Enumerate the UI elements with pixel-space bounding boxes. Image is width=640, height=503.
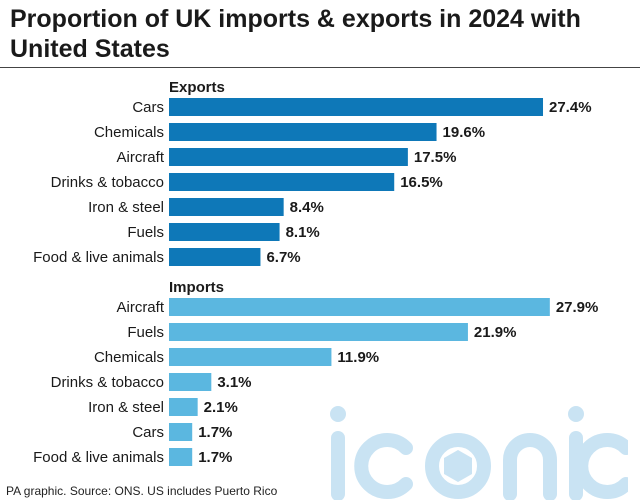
- bar: [169, 98, 544, 116]
- value-label: 19.6%: [443, 124, 486, 141]
- value-label: 27.4%: [549, 99, 592, 116]
- iconic-watermark-logo: [330, 406, 628, 500]
- value-label: 11.9%: [337, 349, 379, 366]
- bar: [169, 323, 468, 341]
- category-label: Chemicals: [94, 349, 164, 366]
- bar: [169, 298, 550, 316]
- value-label: 1.7%: [198, 424, 232, 441]
- category-label: Aircraft: [116, 299, 164, 316]
- category-label: Fuels: [127, 224, 164, 241]
- bar: [169, 423, 193, 441]
- bar: [169, 148, 408, 166]
- bar: [169, 223, 280, 241]
- group-heading: Imports: [169, 279, 224, 296]
- source-note: PA graphic. Source: ONS. US includes Pue…: [6, 484, 278, 498]
- bar: [169, 348, 332, 366]
- value-label: 17.5%: [414, 149, 457, 166]
- value-label: 1.7%: [198, 449, 232, 466]
- value-label: 6.7%: [266, 249, 300, 266]
- category-label: Fuels: [127, 324, 164, 341]
- value-label: 27.9%: [556, 299, 599, 316]
- bar: [169, 398, 198, 416]
- value-label: 8.4%: [290, 199, 324, 216]
- category-label: Cars: [132, 99, 164, 116]
- chart-title: Proportion of UK imports & exports in 20…: [10, 5, 581, 63]
- category-label: Iron & steel: [88, 199, 164, 216]
- category-label: Food & live animals: [33, 249, 164, 266]
- bar: [169, 373, 212, 391]
- category-label: Aircraft: [116, 149, 164, 166]
- category-label: Drinks & tobacco: [51, 374, 164, 391]
- bar: [169, 448, 193, 466]
- bar: [169, 123, 437, 141]
- category-label: Food & live animals: [33, 449, 164, 466]
- bar: [169, 198, 284, 216]
- category-label: Drinks & tobacco: [51, 174, 164, 191]
- bar: [169, 173, 395, 191]
- category-label: Iron & steel: [88, 399, 164, 416]
- category-label: Cars: [132, 424, 164, 441]
- value-label: 2.1%: [204, 399, 238, 416]
- value-label: 16.5%: [400, 174, 443, 191]
- group-heading: Exports: [169, 79, 225, 96]
- bar: [169, 248, 261, 266]
- title-divider: [0, 67, 640, 68]
- category-label: Chemicals: [94, 124, 164, 141]
- value-label: 21.9%: [474, 324, 517, 341]
- value-label: 8.1%: [286, 224, 320, 241]
- value-label: 3.1%: [217, 374, 251, 391]
